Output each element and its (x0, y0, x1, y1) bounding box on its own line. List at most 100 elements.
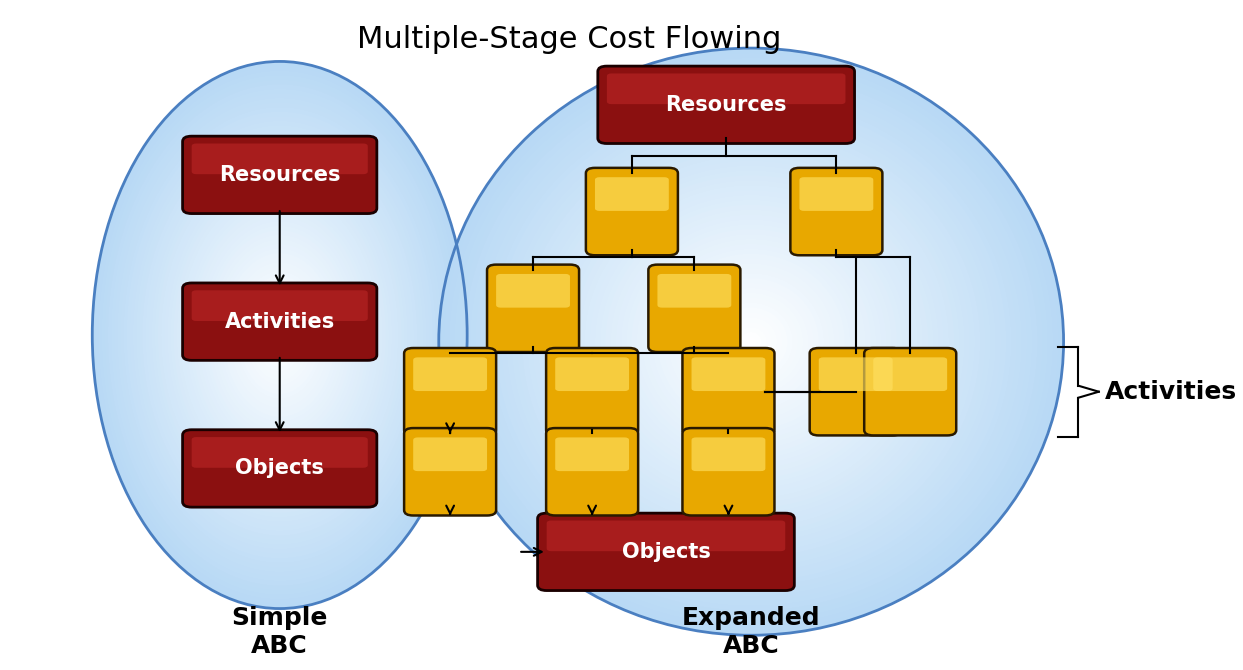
FancyBboxPatch shape (537, 513, 794, 590)
FancyBboxPatch shape (691, 357, 766, 391)
Ellipse shape (195, 212, 364, 458)
FancyBboxPatch shape (183, 283, 377, 360)
Ellipse shape (199, 216, 360, 454)
Ellipse shape (543, 146, 960, 537)
Ellipse shape (92, 62, 467, 608)
Ellipse shape (186, 198, 373, 472)
Ellipse shape (595, 195, 907, 488)
FancyBboxPatch shape (874, 357, 947, 391)
Ellipse shape (249, 289, 311, 381)
Ellipse shape (183, 194, 377, 476)
Text: Expanded
ABC: Expanded ABC (682, 606, 820, 658)
Ellipse shape (538, 141, 965, 542)
Ellipse shape (164, 166, 395, 504)
Ellipse shape (715, 308, 788, 376)
Ellipse shape (267, 317, 292, 353)
Text: Resources: Resources (219, 165, 341, 185)
Ellipse shape (439, 48, 1064, 635)
Ellipse shape (506, 112, 996, 572)
Ellipse shape (170, 176, 389, 494)
Ellipse shape (114, 93, 445, 577)
Ellipse shape (641, 239, 860, 444)
FancyBboxPatch shape (864, 348, 956, 436)
FancyBboxPatch shape (649, 265, 741, 352)
Ellipse shape (579, 180, 924, 503)
FancyBboxPatch shape (585, 168, 677, 255)
Ellipse shape (470, 78, 1033, 606)
Ellipse shape (145, 139, 414, 531)
Ellipse shape (104, 80, 455, 590)
FancyBboxPatch shape (556, 357, 629, 391)
Ellipse shape (610, 210, 891, 474)
Ellipse shape (232, 267, 327, 403)
Ellipse shape (605, 204, 897, 478)
Ellipse shape (705, 297, 798, 386)
Ellipse shape (121, 103, 439, 567)
Ellipse shape (465, 72, 1038, 611)
Ellipse shape (553, 155, 948, 527)
FancyBboxPatch shape (413, 357, 487, 391)
Ellipse shape (142, 135, 418, 535)
Ellipse shape (154, 153, 405, 517)
Ellipse shape (135, 125, 424, 545)
Ellipse shape (512, 117, 991, 567)
Ellipse shape (622, 219, 881, 464)
Text: Resources: Resources (665, 95, 787, 115)
FancyBboxPatch shape (191, 143, 368, 174)
Ellipse shape (162, 161, 399, 509)
FancyBboxPatch shape (691, 438, 766, 471)
Ellipse shape (626, 224, 876, 459)
Ellipse shape (277, 330, 283, 340)
FancyBboxPatch shape (556, 438, 629, 471)
Ellipse shape (522, 127, 981, 557)
Ellipse shape (245, 285, 314, 385)
Ellipse shape (667, 263, 834, 420)
Ellipse shape (736, 327, 767, 356)
Ellipse shape (261, 308, 298, 362)
Ellipse shape (236, 271, 323, 399)
Ellipse shape (174, 180, 385, 490)
Ellipse shape (491, 97, 1012, 586)
Ellipse shape (242, 280, 317, 390)
Ellipse shape (455, 63, 1048, 620)
Ellipse shape (257, 303, 302, 367)
Ellipse shape (648, 244, 855, 440)
Ellipse shape (636, 234, 865, 450)
Ellipse shape (189, 203, 370, 467)
FancyBboxPatch shape (598, 66, 854, 143)
Ellipse shape (679, 273, 824, 410)
FancyBboxPatch shape (682, 428, 774, 515)
Ellipse shape (193, 207, 367, 463)
Ellipse shape (558, 161, 943, 523)
FancyBboxPatch shape (809, 348, 901, 436)
Ellipse shape (139, 130, 420, 540)
Ellipse shape (220, 249, 339, 421)
Ellipse shape (102, 75, 457, 595)
Ellipse shape (205, 226, 354, 444)
Ellipse shape (117, 98, 443, 572)
Ellipse shape (672, 268, 829, 415)
Ellipse shape (460, 68, 1043, 616)
FancyBboxPatch shape (191, 437, 368, 468)
Ellipse shape (449, 58, 1053, 626)
Ellipse shape (201, 221, 358, 449)
Ellipse shape (746, 337, 757, 346)
Ellipse shape (517, 121, 986, 562)
Ellipse shape (133, 121, 426, 549)
Ellipse shape (694, 288, 808, 395)
Ellipse shape (532, 136, 970, 547)
Ellipse shape (180, 189, 379, 481)
Ellipse shape (501, 107, 1001, 576)
Ellipse shape (218, 244, 342, 426)
FancyBboxPatch shape (607, 74, 845, 104)
Ellipse shape (123, 107, 436, 563)
Ellipse shape (631, 229, 871, 454)
Ellipse shape (527, 131, 975, 552)
Ellipse shape (741, 332, 762, 352)
Ellipse shape (152, 148, 408, 522)
Ellipse shape (239, 276, 321, 394)
Ellipse shape (211, 234, 348, 436)
Ellipse shape (584, 185, 917, 498)
Ellipse shape (689, 283, 814, 401)
Ellipse shape (569, 170, 933, 513)
